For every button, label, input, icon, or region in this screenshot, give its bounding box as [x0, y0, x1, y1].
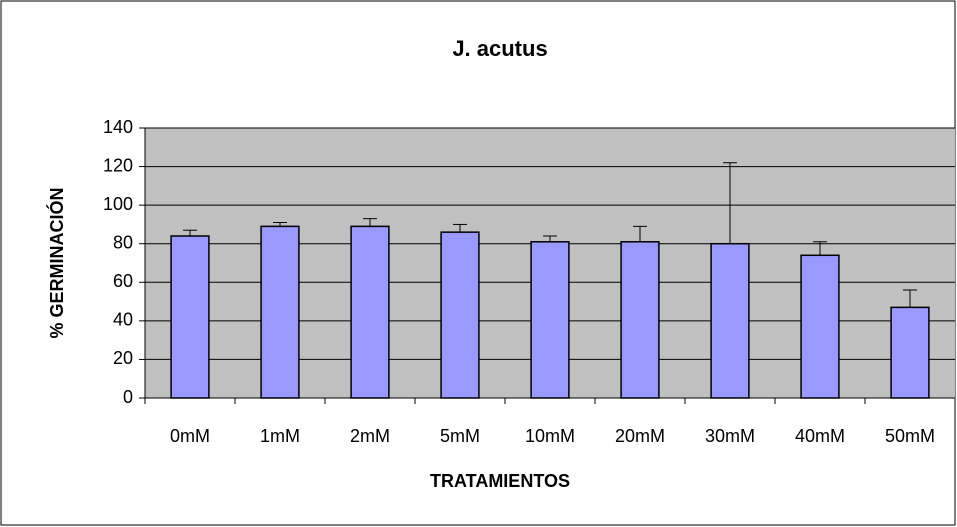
x-tick-label: 10mM: [525, 426, 575, 446]
x-tick-label: 2mM: [350, 426, 390, 446]
y-tick-label: 100: [103, 194, 133, 214]
y-tick-label: 80: [113, 232, 133, 252]
x-tick-label: 30mM: [705, 426, 755, 446]
y-tick-label: 0: [123, 387, 133, 407]
bar: [260, 225, 300, 399]
x-tick-label: 1mM: [260, 426, 300, 446]
bar: [890, 306, 930, 399]
x-axis-label: TRATAMIENTOS: [430, 471, 570, 491]
bar: [710, 242, 750, 399]
bar: [530, 241, 570, 399]
bar: [800, 254, 840, 399]
x-tick-label: 0mM: [170, 426, 210, 446]
y-axis-label: % GERMINACIÓN: [46, 187, 67, 338]
bar: [440, 231, 480, 399]
y-tick-label: 20: [113, 348, 133, 368]
y-tick-label: 60: [113, 271, 133, 291]
bar: [350, 225, 390, 399]
bar: [620, 241, 660, 399]
y-tick-label: 140: [103, 117, 133, 137]
y-tick-label: 120: [103, 155, 133, 175]
x-tick-label: 50mM: [885, 426, 935, 446]
x-tick-label: 20mM: [615, 426, 665, 446]
bar: [170, 235, 210, 399]
chart-title: J. acutus: [452, 36, 547, 61]
x-tick-label: 5mM: [440, 426, 480, 446]
x-tick-label: 40mM: [795, 426, 845, 446]
y-tick-label: 40: [113, 310, 133, 330]
